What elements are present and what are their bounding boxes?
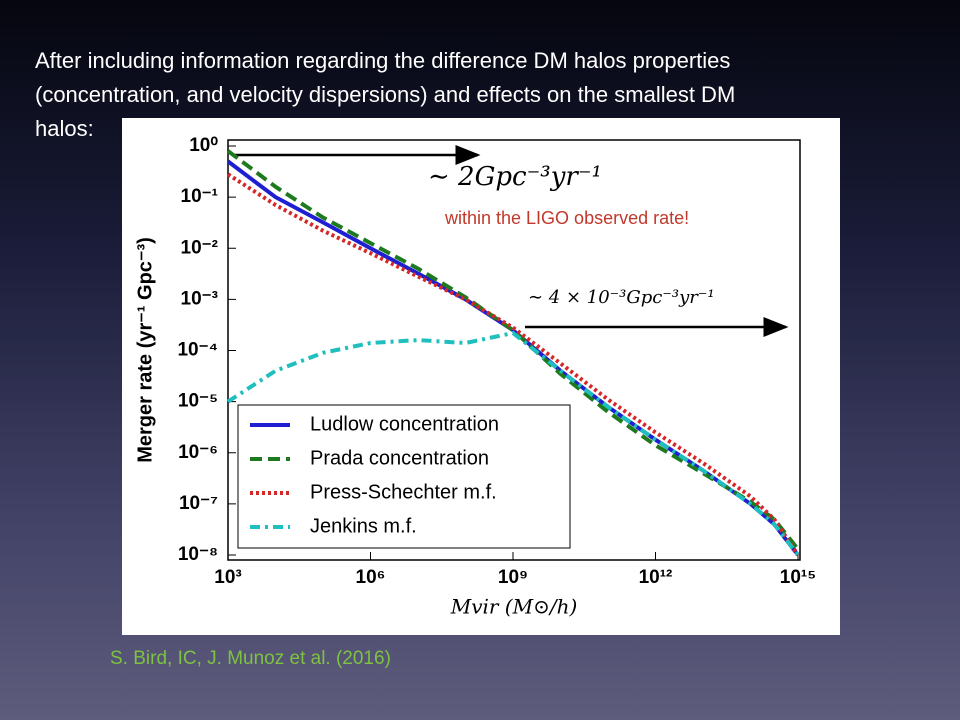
chart: ∼ 2Gpc⁻³yr⁻¹ within the LIGO observed ra… bbox=[122, 118, 840, 635]
legend-label: Jenkins m.f. bbox=[310, 515, 417, 537]
y-tick-label: 10⁻¹ bbox=[181, 186, 219, 207]
y-axis-label: Merger rate (yr⁻¹ Gpc⁻³) bbox=[134, 237, 156, 463]
x-tick-label: 10¹² bbox=[639, 567, 673, 588]
annotation: ∼ 2Gpc⁻³yr⁻¹ bbox=[428, 162, 602, 192]
citation: S. Bird, IC, J. Munoz et al. (2016) bbox=[110, 648, 391, 669]
legend-label: Press-Schechter m.f. bbox=[310, 481, 497, 503]
x-tick-label: 10¹⁵ bbox=[780, 567, 816, 588]
y-tick-label: 10⁻⁶ bbox=[178, 442, 218, 463]
x-tick-label: 10⁹ bbox=[498, 567, 528, 588]
series-line bbox=[226, 330, 800, 557]
legend-label: Prada concentration bbox=[310, 447, 489, 469]
slide-text: (concentration, and velocity dispersions… bbox=[35, 82, 736, 107]
y-tick-label: 10⁰ bbox=[189, 135, 218, 156]
annotation: ∼ 4 × 10⁻³Gpc⁻³yr⁻¹ bbox=[528, 287, 715, 308]
y-tick-label: 10⁻⁸ bbox=[178, 544, 218, 565]
y-tick-label: 10⁻⁷ bbox=[179, 493, 218, 514]
y-tick-label: 10⁻² bbox=[181, 237, 219, 258]
slide-text: halos: bbox=[35, 116, 94, 141]
x-tick-label: 10³ bbox=[214, 567, 241, 588]
slide-text: After including information regarding th… bbox=[35, 48, 731, 73]
x-axis-label: Mvir (M⊙/h) bbox=[450, 595, 578, 619]
y-tick-label: 10⁻⁴ bbox=[177, 340, 218, 361]
x-tick-label: 10⁶ bbox=[356, 567, 386, 588]
chart-background bbox=[122, 118, 840, 635]
legend-label: Ludlow concentration bbox=[310, 413, 499, 435]
y-tick-label: 10⁻³ bbox=[181, 288, 219, 309]
legend bbox=[237, 404, 571, 549]
annotation: within the LIGO observed rate! bbox=[444, 208, 689, 228]
y-tick-label: 10⁻⁵ bbox=[178, 391, 218, 412]
